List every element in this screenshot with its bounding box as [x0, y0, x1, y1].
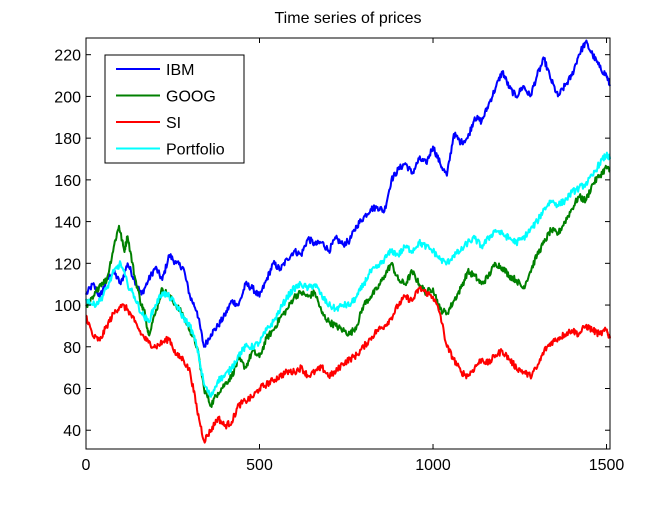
legend-label-portfolio: Portfolio — [166, 142, 225, 159]
y-tick-label: 160 — [54, 173, 81, 190]
x-tick-label: 1500 — [589, 457, 625, 474]
series-line-portfolio — [85, 151, 611, 398]
legend-label-goog: GOOG — [166, 89, 216, 106]
y-tick-label: 40 — [63, 423, 81, 440]
plot-area-frame — [85, 37, 611, 450]
x-tick-label: 1000 — [415, 457, 451, 474]
x-tick-label: 500 — [246, 457, 273, 474]
series-line-ibm — [85, 39, 611, 348]
legend-label-ibm: IBM — [166, 62, 194, 79]
x-tick-label: 0 — [82, 457, 91, 474]
y-tick-label: 100 — [54, 298, 81, 315]
y-tick-label: 220 — [54, 48, 81, 65]
chart-title: Time series of prices — [275, 10, 422, 27]
y-tick-label: 60 — [63, 381, 81, 398]
series-line-si — [85, 285, 611, 444]
y-tick-label: 120 — [54, 256, 81, 273]
legend: IBM GOOG SI Portfolio — [104, 54, 245, 164]
legend-label-si: SI — [166, 115, 181, 132]
y-tick-label: 180 — [54, 131, 81, 148]
legend-box — [104, 54, 245, 164]
y-tick-label: 200 — [54, 89, 81, 106]
series-line-goog — [85, 164, 611, 408]
y-tick-label: 80 — [63, 340, 81, 357]
y-tick-label: 140 — [54, 215, 81, 232]
